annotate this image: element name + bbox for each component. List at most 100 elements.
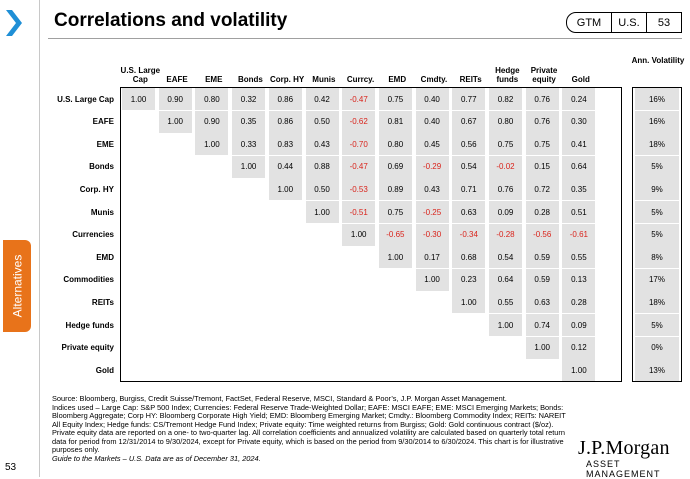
row-header: Hedge funds <box>65 320 114 330</box>
correlation-cell: 0.81 <box>378 110 412 133</box>
correlation-cell: 0.76 <box>489 178 522 201</box>
correlation-cell: 0.43 <box>305 133 339 156</box>
correlation-cell: 0.28 <box>525 201 559 223</box>
column-header: EMD <box>388 75 407 84</box>
correlation-cell: 1.00 <box>195 133 229 156</box>
correlation-cell: 0.75 <box>525 133 559 156</box>
correlation-cell: 0.90 <box>195 110 229 133</box>
correlation-cell: -0.51 <box>342 201 376 223</box>
row-header: EAFE <box>92 117 114 127</box>
row-header: EMD <box>96 252 114 262</box>
footnote-indices: Indices used – Large Cap: S&P 500 Index;… <box>52 402 566 454</box>
correlation-cell: 0.59 <box>525 246 559 269</box>
correlation-cell: 1.00 <box>122 88 155 110</box>
volatility-cell: 0% <box>635 336 679 359</box>
correlation-cell: 0.50 <box>305 178 339 201</box>
correlation-cell: 0.55 <box>489 291 522 314</box>
row-header: Currencies <box>72 230 114 240</box>
correlation-cell: 1.00 <box>232 155 266 178</box>
jpmorgan-logo: J.P.Morgan <box>578 437 670 459</box>
volatility-border <box>632 87 682 382</box>
column-header: U.S. Large Cap <box>120 66 161 84</box>
volatility-cell: 9% <box>635 178 679 201</box>
correlation-cell: 1.00 <box>305 201 339 223</box>
correlation-cell: -0.47 <box>342 88 376 110</box>
correlation-cell: -0.61 <box>562 223 596 246</box>
correlation-cell: 1.00 <box>342 223 376 246</box>
correlation-cell: 0.71 <box>452 178 486 201</box>
correlation-cell: 0.55 <box>562 246 596 269</box>
correlation-cell: 0.23 <box>452 268 486 291</box>
volatility-cell: 5% <box>635 223 679 246</box>
correlation-cell: 0.75 <box>378 88 412 110</box>
correlation-cell: 1.00 <box>452 291 486 314</box>
column-header: Corp. HY <box>270 75 305 84</box>
correlation-cell: 0.75 <box>489 133 522 156</box>
correlation-cell: 0.63 <box>525 291 559 314</box>
volatility-cell: 17% <box>635 268 679 291</box>
volatility-cell: 18% <box>635 291 679 314</box>
correlation-cell: 0.15 <box>525 155 559 178</box>
correlation-cell: 0.76 <box>525 110 559 133</box>
column-header: Gold <box>571 75 590 84</box>
correlation-cell: -0.25 <box>415 201 449 223</box>
chevron-right-icon[interactable] <box>6 10 22 36</box>
correlation-cell: -0.56 <box>525 223 559 246</box>
correlation-cell: -0.28 <box>489 223 522 246</box>
correlation-cell: 0.83 <box>268 133 302 156</box>
correlation-cell: 0.64 <box>562 155 596 178</box>
correlation-cell: 0.54 <box>452 155 486 178</box>
row-header: Munis <box>90 207 114 217</box>
correlation-cell: 0.13 <box>562 268 596 291</box>
correlation-cell: -0.34 <box>452 223 486 246</box>
correlation-cell: 0.51 <box>562 201 596 223</box>
correlation-cell: -0.65 <box>378 223 412 246</box>
row-header: Corp. HY <box>79 184 114 194</box>
volatility-cell: 5% <box>635 201 679 223</box>
correlation-cell: 0.50 <box>305 110 339 133</box>
volatility-cell: 16% <box>635 88 679 110</box>
column-header: Hedge funds <box>495 66 520 84</box>
column-header: Bonds <box>237 75 263 84</box>
correlation-cell: 0.88 <box>305 155 339 178</box>
correlation-cell: 0.44 <box>268 155 302 178</box>
correlation-cell: 0.63 <box>452 201 486 223</box>
row-header: Bonds <box>89 162 114 172</box>
correlation-cell: 0.09 <box>562 314 596 336</box>
asset-management-label: ASSET MANAGEMENT <box>586 459 661 479</box>
correlation-cell: -0.47 <box>342 155 376 178</box>
correlation-cell: 0.43 <box>415 178 449 201</box>
footnote: Source: Bloomberg, Burgiss, Credit Suiss… <box>52 394 572 463</box>
correlation-cell: 0.17 <box>415 246 449 269</box>
row-header: REITs <box>91 297 114 307</box>
page-number-left: 53 <box>5 462 17 473</box>
correlation-cell: 0.80 <box>489 110 522 133</box>
column-header: Private equity <box>530 66 558 84</box>
left-sidebar: Alternatives 53 <box>0 0 40 477</box>
correlation-cell: 0.72 <box>525 178 559 201</box>
correlation-cell: 0.74 <box>525 314 559 336</box>
row-header: EME <box>96 139 114 149</box>
correlation-cell: 1.00 <box>158 110 192 133</box>
row-header: U.S. Large Cap <box>57 94 114 104</box>
tab-alternatives-label: Alternatives <box>10 254 25 318</box>
correlation-cell: 0.69 <box>378 155 412 178</box>
header-divider <box>48 38 682 39</box>
column-header: EAFE <box>166 75 188 84</box>
tab-alternatives[interactable]: Alternatives <box>3 240 31 332</box>
gtm-badge: GTM <box>566 12 612 33</box>
correlation-cell: 0.86 <box>268 110 302 133</box>
correlation-cell: -0.62 <box>342 110 376 133</box>
correlation-cell: 0.30 <box>562 110 596 133</box>
correlation-cell: 0.35 <box>562 178 596 201</box>
page-badge: 53 <box>646 12 682 33</box>
correlation-cell: 0.80 <box>195 88 229 110</box>
correlation-cell: 0.90 <box>158 88 192 110</box>
row-header: Commodities <box>63 275 114 285</box>
correlation-cell: 0.33 <box>232 133 266 156</box>
correlation-cell: 0.28 <box>562 291 596 314</box>
correlation-cell: 0.54 <box>489 246 522 269</box>
correlation-cell: 0.24 <box>562 88 596 110</box>
column-header: REITs <box>459 75 482 84</box>
correlation-cell: 1.00 <box>525 336 559 359</box>
